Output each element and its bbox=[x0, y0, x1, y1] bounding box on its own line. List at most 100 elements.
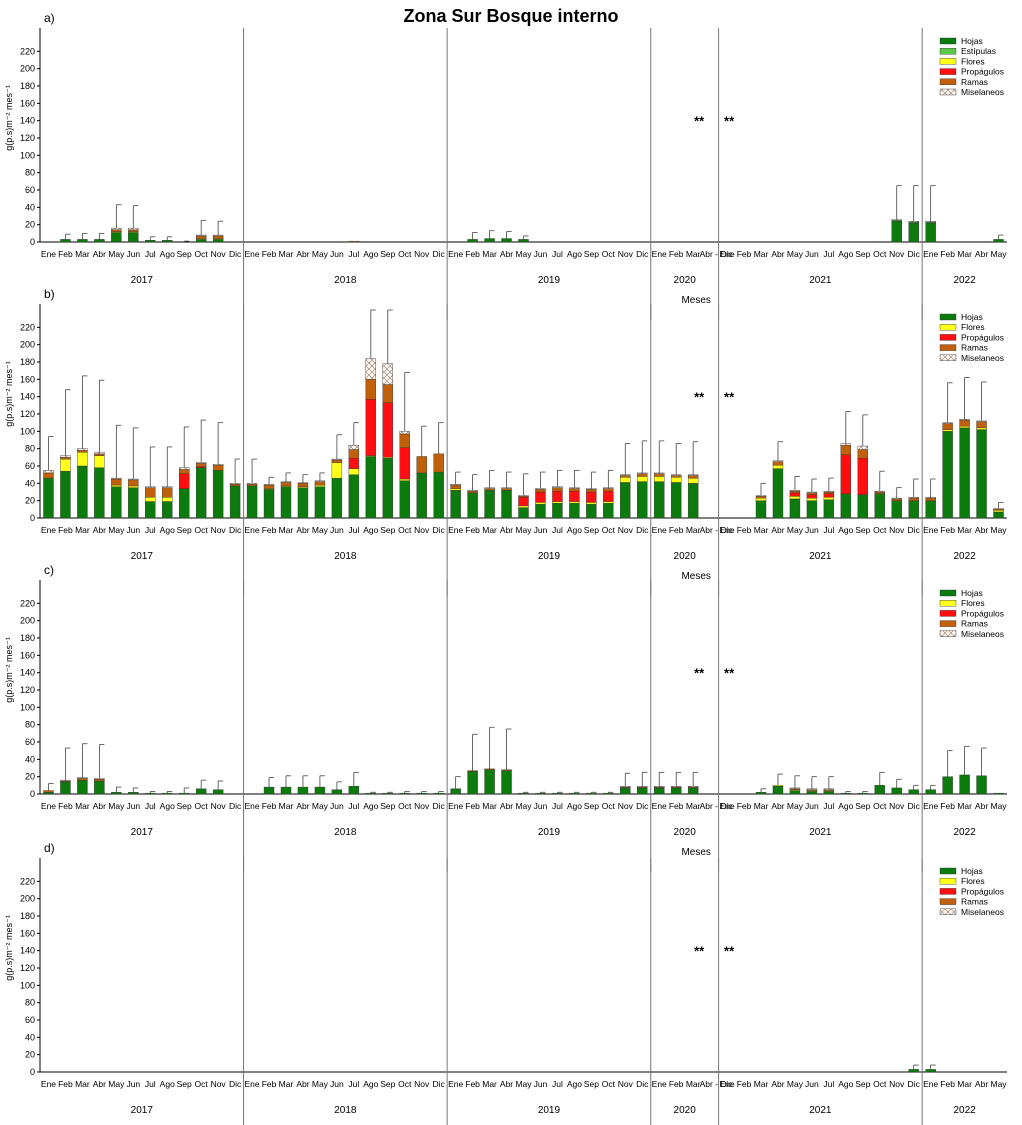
bar-segment-miselaneos bbox=[212, 234, 224, 237]
bar-segment-hojas bbox=[416, 472, 427, 519]
x-tick-label: Jul bbox=[348, 1079, 359, 1089]
bar-segment-flores bbox=[772, 464, 784, 469]
bar-segment-miselaneos bbox=[179, 467, 190, 470]
bar-segment-ramas bbox=[467, 770, 478, 772]
bar-segment-ramas bbox=[212, 464, 224, 471]
x-tick-label: Abr bbox=[500, 525, 513, 535]
bar-segment-miselaneos bbox=[60, 779, 71, 782]
x-tick-label: Abr bbox=[975, 249, 988, 259]
x-tick-label: Ene bbox=[652, 1079, 667, 1089]
bar-segment-flores bbox=[399, 478, 410, 481]
bar-segment-flores bbox=[755, 497, 767, 501]
x-tick-label: Jul bbox=[348, 249, 359, 259]
bar-segment-hojas bbox=[433, 792, 444, 795]
bar-segment-miselaneos bbox=[993, 508, 1004, 510]
bar-segment-hojas bbox=[755, 500, 767, 519]
bar-segment-flores bbox=[111, 484, 122, 488]
bar-segment-miselaneos bbox=[789, 787, 801, 790]
bar-segment-hojas bbox=[467, 492, 478, 519]
x-tick-label: Sep bbox=[380, 249, 395, 259]
bar-segment-ramas bbox=[925, 497, 936, 501]
x-tick-label: Nov bbox=[889, 249, 905, 259]
x-tick-label: Sep bbox=[380, 525, 395, 535]
x-tick-label: Sep bbox=[177, 525, 192, 535]
y-tick-label: 0 bbox=[30, 789, 35, 799]
x-tick-label: May bbox=[108, 249, 125, 259]
x-tick-label: Ene bbox=[720, 525, 735, 535]
x-tick-label: May bbox=[515, 1079, 532, 1089]
x-tick-label: Sep bbox=[177, 1079, 192, 1089]
bar-segment-hojas bbox=[195, 788, 207, 795]
x-tick-label: Jun bbox=[805, 525, 819, 535]
x-tick-label: Jun bbox=[330, 525, 344, 535]
bar-segment-hojas bbox=[145, 240, 156, 243]
bar-segment-hojas bbox=[535, 792, 546, 795]
bar-segment-hojas bbox=[162, 501, 173, 519]
x-tick-label: Jul bbox=[823, 249, 834, 259]
x-tick-label: Ene bbox=[41, 1079, 56, 1089]
y-tick-label: 200 bbox=[20, 616, 35, 626]
bar-segment-miselaneos bbox=[891, 219, 902, 221]
bar-segment-hojas bbox=[145, 792, 156, 795]
x-tick-label: Ene bbox=[923, 249, 938, 259]
x-tick-label: Sep bbox=[584, 525, 599, 535]
bar-segment-hojas bbox=[620, 787, 631, 795]
x-tick-label: Ene bbox=[244, 801, 259, 811]
bar-segment-hojas bbox=[976, 775, 987, 795]
annotation-asterisks: ** bbox=[694, 114, 705, 129]
bar-segment-hojas bbox=[314, 786, 326, 795]
x-tick-label: Oct bbox=[195, 525, 209, 535]
bar-segment-hojas bbox=[806, 791, 818, 795]
bar-segment-ramas bbox=[806, 492, 818, 495]
y-tick-label: 0 bbox=[30, 513, 35, 523]
bar-segment-miselaneos bbox=[229, 483, 241, 485]
x-tick-label: Jul bbox=[348, 801, 359, 811]
bar-segment-miselaneos bbox=[925, 220, 936, 223]
x-tick-label: May bbox=[312, 1079, 329, 1089]
y-tick-label: 120 bbox=[20, 963, 35, 973]
bar-segment-hojas bbox=[518, 792, 529, 795]
bar-segment-hojas bbox=[484, 490, 495, 519]
bar-segment-hojas bbox=[77, 465, 88, 519]
bar-segment-miselaneos bbox=[586, 488, 597, 490]
x-axis-label: Meses bbox=[681, 847, 710, 858]
x-tick-label: May bbox=[108, 1079, 125, 1089]
bar-segment-ramas bbox=[382, 384, 393, 403]
bar-segment-miselaneos bbox=[806, 491, 818, 494]
x-tick-label: Jun bbox=[534, 249, 548, 259]
bar-segment-ramas bbox=[229, 484, 241, 487]
x-tick-label: Nov bbox=[618, 1079, 634, 1089]
x-tick-label: Sep bbox=[855, 525, 870, 535]
x-tick-label: Mar bbox=[279, 801, 294, 811]
panel-label: a) bbox=[44, 11, 55, 25]
x-tick-label: Feb bbox=[669, 1079, 684, 1089]
bar-segment-hojas bbox=[925, 789, 936, 795]
x-tick-label: Dic bbox=[908, 1079, 921, 1089]
bar-segment-miselaneos bbox=[467, 490, 478, 492]
bar-segment-hojas bbox=[331, 789, 343, 795]
bar-segment-ramas bbox=[569, 488, 580, 492]
bar-segment-flores bbox=[670, 477, 682, 483]
panel-label: d) bbox=[44, 841, 55, 855]
bar-segment-ramas bbox=[959, 419, 970, 427]
bar-segment-hojas bbox=[111, 486, 122, 519]
bar-segment-miselaneos bbox=[654, 472, 665, 474]
x-tick-label: Jun bbox=[805, 1079, 819, 1089]
bar-segment-ramas bbox=[501, 769, 512, 771]
x-tick-label: Feb bbox=[58, 525, 73, 535]
x-tick-label: Mar bbox=[75, 249, 90, 259]
x-tick-label: May bbox=[312, 801, 329, 811]
x-tick-label: Jul bbox=[552, 525, 563, 535]
bar-segment-miselaneos bbox=[687, 474, 699, 476]
bar-segment-ramas bbox=[620, 475, 631, 478]
x-tick-label: Oct bbox=[602, 525, 616, 535]
legend-swatch-hojas bbox=[939, 313, 957, 321]
year-label: 2018 bbox=[334, 827, 357, 838]
x-tick-label: Oct bbox=[195, 801, 209, 811]
x-tick-label: Dic bbox=[636, 801, 649, 811]
bar-segment-flores bbox=[145, 497, 156, 502]
y-tick-label: 160 bbox=[20, 928, 35, 938]
bar-segment-miselaneos bbox=[942, 422, 953, 424]
x-tick-label: May bbox=[990, 525, 1007, 535]
x-tick-label: Abr bbox=[975, 1079, 988, 1089]
